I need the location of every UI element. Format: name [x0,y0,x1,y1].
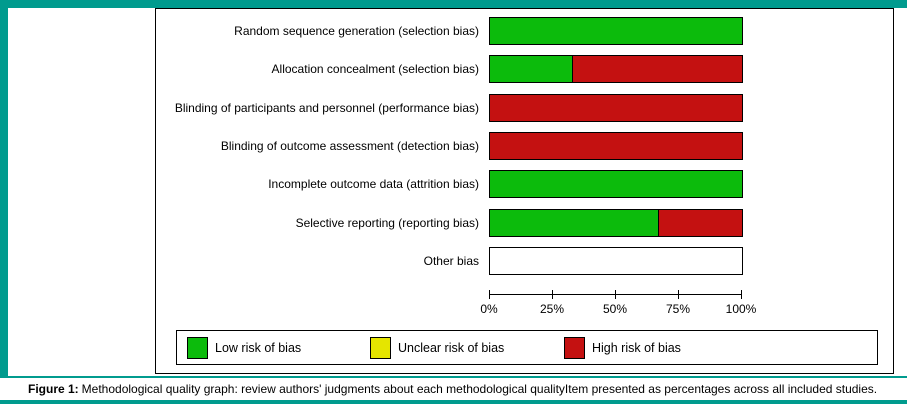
bar-segment-high-risk-of-bias [658,210,742,236]
x-axis: 0% 25% 50% 75% 100% [480,290,756,316]
axis-tick [615,290,616,299]
figure-caption-label: Figure 1: [28,382,79,396]
axis-tick-label: 25% [539,302,565,316]
legend-label: High risk of bias [592,340,681,355]
category-label: Blinding of participants and personnel (… [174,101,479,115]
figure-caption: Figure 1: Methodological quality graph: r… [28,382,888,396]
axis-tick [741,290,742,299]
chart-row: Selective reporting (reporting bias) [156,209,893,237]
category-label: Random sequence generation (selection bi… [234,24,479,38]
legend-entry: High risk of bias [564,331,681,364]
category-label: Selective reporting (reporting bias) [295,216,479,230]
risk-of-bias-chart: Random sequence generation (selection bi… [155,8,894,374]
axis-tick [678,290,679,299]
bar-segment-high-risk-of-bias [573,56,742,82]
legend-label: Low risk of bias [215,340,302,355]
bar-segment-low-risk-of-bias [490,56,574,82]
axis-tick [552,290,553,299]
chart-row: Blinding of participants and personnel (… [156,94,893,122]
category-label: Allocation concealment (selection bias) [271,62,479,76]
frame-bottom-rule [0,400,907,404]
legend-swatch [564,336,585,359]
axis-tick [489,290,490,299]
chart-row: Incomplete outcome data (attrition bias) [156,170,893,198]
bar-segment-low-risk-of-bias [490,18,742,44]
bar-segment-low-risk-of-bias [490,171,742,197]
bar-track [489,17,743,45]
frame-left-bar [0,0,8,378]
bar-track [489,55,743,83]
chart-row: Allocation concealment (selection bias) [156,55,893,83]
axis-tick-label: 75% [665,302,691,316]
chart-row: Random sequence generation (selection bi… [156,17,893,45]
bar-track [489,170,743,198]
bar-segment-high-risk-of-bias [490,95,742,121]
bar-track [489,209,743,237]
bar-track [489,247,743,275]
legend-swatch [187,336,208,359]
chart-row: Other bias [156,247,893,275]
category-label: Other bias [423,254,479,268]
axis-tick-label: 100% [725,302,757,316]
bar-track [489,132,743,160]
bar-segment-low-risk-of-bias [490,210,659,236]
legend: Low risk of bias Unclear risk of bias High… [176,330,878,365]
caption-top-rule [0,376,907,378]
category-label: Blinding of outcome assessment (detectio… [220,139,479,153]
legend-label: Unclear risk of bias [398,340,505,355]
category-label: Incomplete outcome data (attrition bias) [268,177,479,191]
frame-top-bar [0,0,907,8]
figure-caption-text: Methodological quality graph: review aut… [81,382,878,396]
bar-track [489,94,743,122]
legend-entry: Low risk of bias [187,331,301,364]
chart-row: Blinding of outcome assessment (detectio… [156,132,893,160]
legend-swatch [370,336,391,359]
bar-segment-high-risk-of-bias [490,133,742,159]
legend-entry: Unclear risk of bias [370,331,504,364]
axis-tick-label: 0% [480,302,498,316]
axis-tick-label: 50% [602,302,628,316]
